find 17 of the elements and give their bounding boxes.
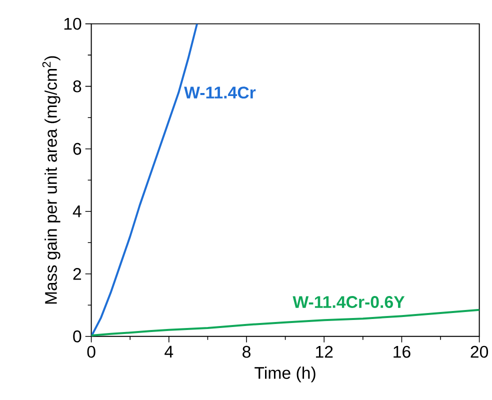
x-tick-label: 4 (164, 346, 174, 358)
y-tick-label: 8 (73, 80, 82, 92)
y-tick-label: 0 (73, 330, 82, 342)
y-tick-label: 2 (73, 268, 82, 280)
x-axis-title: Time (h) (254, 366, 316, 382)
y-axis-title: Mass gain per unit area (mg/cm$^{2}$) (42, 56, 60, 304)
x-tick-label: 16 (394, 346, 410, 358)
x-tick-label: 0 (87, 346, 96, 358)
y-tick-label: 4 (72, 206, 82, 218)
x-tick-label: 20 (470, 346, 488, 358)
x-tick-label: 8 (242, 346, 250, 358)
x-tick-label: 12 (316, 346, 333, 358)
y-tick-label: 6 (73, 142, 82, 155)
y-tick-label: 10 (64, 18, 82, 30)
series-label: W-11.4Cr (184, 86, 256, 99)
line-series (91, 308, 480, 336)
series-label: W-11.4Cr-0.6Y (292, 296, 405, 308)
